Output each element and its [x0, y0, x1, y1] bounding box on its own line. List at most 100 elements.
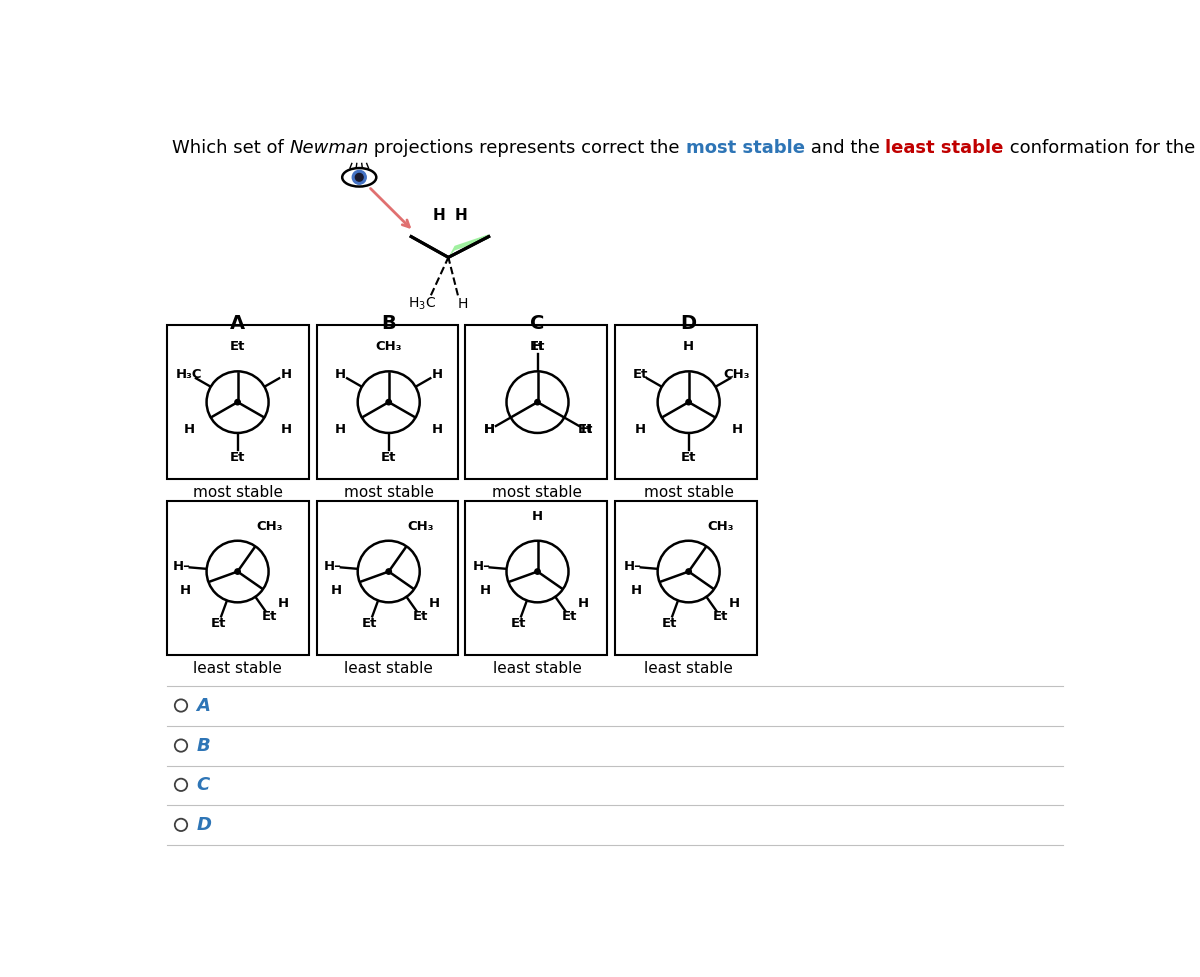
Text: H: H — [180, 584, 191, 597]
Text: H: H — [731, 423, 743, 437]
Bar — [167, 500, 308, 655]
Text: H: H — [432, 423, 443, 437]
Text: H: H — [277, 597, 289, 610]
Text: H–: H– — [473, 560, 491, 573]
Text: H: H — [631, 584, 642, 597]
Text: C: C — [197, 776, 210, 794]
Text: H: H — [455, 208, 467, 224]
Text: Et: Et — [530, 340, 545, 354]
Text: least stable: least stable — [193, 660, 282, 676]
Text: B: B — [382, 314, 396, 332]
Text: H: H — [184, 423, 194, 437]
Bar — [167, 325, 308, 479]
Text: Et: Et — [511, 617, 526, 630]
Text: H: H — [581, 423, 592, 437]
Text: most stable: most stable — [192, 486, 282, 500]
Text: H: H — [480, 584, 491, 597]
Circle shape — [206, 540, 269, 603]
Text: Et: Et — [662, 617, 677, 630]
Text: H$_3$C: H$_3$C — [408, 295, 436, 312]
Circle shape — [358, 371, 420, 433]
Circle shape — [206, 371, 269, 433]
Circle shape — [658, 371, 720, 433]
Text: H: H — [281, 423, 292, 437]
Text: Et: Et — [578, 423, 594, 437]
Text: A: A — [197, 697, 210, 714]
Text: CH₃: CH₃ — [257, 520, 283, 532]
Text: most stable: most stable — [685, 139, 805, 156]
Text: B: B — [197, 737, 210, 754]
Text: C: C — [530, 314, 545, 332]
Text: Et: Et — [632, 368, 648, 381]
Text: Et: Et — [230, 340, 245, 354]
Bar — [616, 500, 757, 655]
Text: H₃C: H₃C — [176, 368, 203, 381]
Text: least stable: least stable — [644, 660, 733, 676]
Circle shape — [535, 400, 540, 404]
Text: Et: Et — [262, 611, 277, 623]
Text: most stable: most stable — [343, 486, 433, 500]
Text: least stable: least stable — [344, 660, 433, 676]
Text: H: H — [635, 423, 646, 437]
Text: Et: Et — [680, 451, 696, 464]
Text: H: H — [281, 368, 292, 381]
Text: least stable: least stable — [493, 660, 582, 676]
Circle shape — [658, 540, 720, 603]
Text: and the: and the — [805, 139, 886, 156]
Text: CH₃: CH₃ — [707, 520, 734, 532]
Text: CH₃: CH₃ — [376, 340, 402, 354]
Text: Et: Et — [382, 451, 396, 464]
Bar — [466, 325, 607, 479]
Text: H–: H– — [173, 560, 191, 573]
Text: Et: Et — [230, 451, 245, 464]
Circle shape — [235, 400, 240, 404]
Text: H: H — [433, 208, 445, 224]
Text: Et: Et — [211, 617, 226, 630]
Text: H: H — [577, 597, 589, 610]
Circle shape — [386, 400, 391, 404]
Text: Et: Et — [562, 611, 577, 623]
Text: Newman: Newman — [289, 139, 368, 156]
Circle shape — [506, 540, 569, 603]
Text: H: H — [532, 510, 544, 523]
Text: H–: H– — [624, 560, 642, 573]
Circle shape — [353, 170, 366, 185]
Text: H: H — [335, 423, 346, 437]
Text: H: H — [457, 297, 468, 311]
Text: H: H — [484, 423, 494, 437]
Polygon shape — [449, 234, 488, 257]
Text: H: H — [484, 423, 494, 437]
Circle shape — [235, 569, 240, 574]
Text: A: A — [230, 314, 245, 332]
Bar — [317, 325, 458, 479]
Text: H–: H– — [324, 560, 342, 573]
Text: Et: Et — [713, 611, 728, 623]
Bar — [616, 325, 757, 479]
Circle shape — [686, 400, 691, 404]
Text: H: H — [432, 368, 443, 381]
Text: D: D — [197, 816, 211, 834]
Text: Et: Et — [413, 611, 428, 623]
Text: most stable: most stable — [643, 486, 733, 500]
Text: CH₃: CH₃ — [408, 520, 434, 532]
Text: H: H — [683, 340, 694, 354]
Text: H: H — [335, 368, 346, 381]
Text: H: H — [428, 597, 440, 610]
Text: H: H — [728, 597, 740, 610]
Circle shape — [535, 569, 540, 574]
Circle shape — [506, 371, 569, 433]
Text: projections represents correct the: projections represents correct the — [368, 139, 685, 156]
Text: most stable: most stable — [492, 486, 582, 500]
Circle shape — [358, 540, 420, 603]
Circle shape — [686, 569, 691, 574]
Text: Which set of: Which set of — [172, 139, 289, 156]
Text: least stable: least stable — [886, 139, 1003, 156]
Bar — [317, 500, 458, 655]
Circle shape — [355, 174, 364, 181]
Text: D: D — [680, 314, 697, 332]
Text: H: H — [331, 584, 342, 597]
Text: conformation for the following compound:: conformation for the following compound: — [1003, 139, 1200, 156]
Text: Et: Et — [362, 617, 377, 630]
Bar — [466, 500, 607, 655]
Circle shape — [386, 569, 391, 574]
